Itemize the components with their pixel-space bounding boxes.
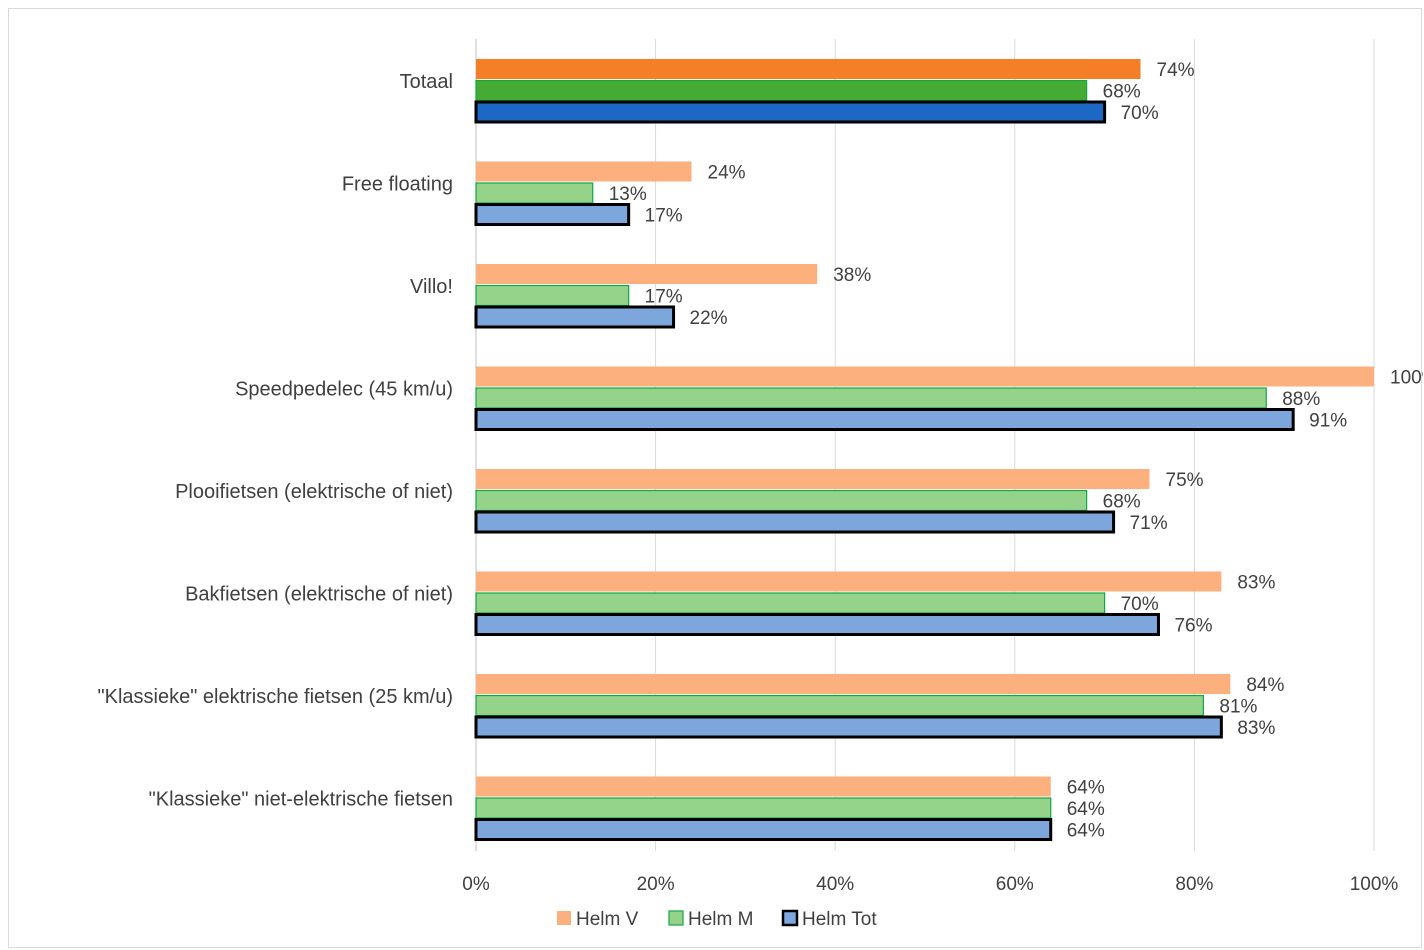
x-tick-label: 100% <box>1350 874 1399 895</box>
data-label-helm-m: 17% <box>645 287 683 308</box>
bar-helm-m-bakfietsen-elektrische-of-niet <box>475 592 1106 614</box>
legend-swatch-helm-tot <box>781 909 799 927</box>
data-label-helm-tot: 70% <box>1121 103 1159 124</box>
bar-helm-v-totaal <box>476 59 1141 79</box>
legend-label-helm-v: Helm V <box>576 909 639 930</box>
category-labels: Totaal Free floating Villo! Speedpedelec (4… <box>98 71 453 811</box>
bar-helm-v-plooifietsen-elektrische-of-niet <box>476 469 1150 489</box>
bar-helm-m-plooifietsen-elektrische-of-niet <box>475 489 1088 512</box>
data-label-helm-v: 84% <box>1246 675 1284 696</box>
legend-label-helm-m: Helm M <box>688 909 753 930</box>
data-label-helm-tot: 22% <box>690 308 728 329</box>
bars <box>474 59 1374 841</box>
bar-helm-v-bakfietsen-elektrische-of-niet <box>476 571 1222 592</box>
data-label-helm-tot: 64% <box>1067 821 1105 842</box>
bar-helm-tot-speedpedelec-45-km-u <box>474 408 1295 431</box>
x-tick-label: 40% <box>816 874 854 895</box>
bar-helm-m-klassieke-niet-elektrische-fietsen <box>475 797 1052 819</box>
data-label-helm-tot: 76% <box>1174 616 1212 637</box>
x-tick-label: 0% <box>462 874 490 895</box>
bar-helm-tot-plooifietsen-elektrische-of-niet <box>474 510 1116 534</box>
bar-helm-tot-klassieke-elektrische-fietsen-25-km-u <box>474 715 1223 739</box>
legend-swatch-helm-m <box>668 910 684 926</box>
category-label: "Klassieke" elektrische fietsen (25 km/u… <box>98 686 453 708</box>
category-label: Plooifietsen (elektrische of niet) <box>175 481 453 503</box>
data-label-helm-m: 81% <box>1219 697 1257 718</box>
legend-swatch-helm-v <box>557 911 571 925</box>
x-axis-ticks: 0% 20% 40% 60% 80% 100% <box>462 874 1398 895</box>
data-label-helm-m: 68% <box>1103 82 1141 103</box>
data-label-helm-v: 100% <box>1390 368 1423 389</box>
bar-helm-tot-bakfietsen-elektrische-of-niet <box>474 613 1160 636</box>
bar-helm-m-villo <box>475 284 630 307</box>
data-label-helm-tot: 17% <box>645 206 683 227</box>
data-label-helm-m: 68% <box>1103 492 1141 513</box>
data-label-helm-tot: 91% <box>1309 411 1347 432</box>
data-label-helm-m: 88% <box>1282 389 1320 410</box>
category-label: Villo! <box>410 276 453 298</box>
bar-helm-tot-totaal <box>474 100 1107 124</box>
category-label: Free floating <box>342 174 453 196</box>
x-tick-label: 80% <box>1175 874 1213 895</box>
bar-helm-tot-villo <box>474 305 676 329</box>
data-label-helm-tot: 83% <box>1237 718 1275 739</box>
legend: Helm V Helm M Helm Tot <box>557 909 877 930</box>
chart-frame: 74%68%70%24%13%17%38%17%22%100%88%91%75%… <box>8 8 1423 948</box>
bar-helm-m-free-floating <box>475 182 594 204</box>
bar-helm-m-speedpedelec-45-km-u <box>475 387 1267 409</box>
bar-helm-tot-free-floating <box>474 203 631 226</box>
x-tick-label: 20% <box>637 874 675 895</box>
bar-helm-m-klassieke-elektrische-fietsen-25-km-u <box>475 694 1204 717</box>
data-label-helm-v: 83% <box>1237 573 1275 594</box>
bar-helm-v-free-floating <box>476 161 692 182</box>
data-labels: 74%68%70%24%13%17%38%17%22%100%88%91%75%… <box>609 60 1423 842</box>
legend-label-helm-tot: Helm Tot <box>802 909 877 930</box>
data-label-helm-tot: 71% <box>1130 513 1168 534</box>
data-label-helm-m: 13% <box>609 184 647 205</box>
category-label: Totaal <box>400 71 453 93</box>
category-label: Speedpedelec (45 km/u) <box>235 379 453 401</box>
category-label: Bakfietsen (elektrische of niet) <box>185 584 453 606</box>
bar-chart: 74%68%70%24%13%17%38%17%22%100%88%91%75%… <box>98 39 1423 930</box>
data-label-helm-v: 24% <box>708 163 746 184</box>
data-label-helm-m: 64% <box>1067 799 1105 820</box>
data-label-helm-v: 38% <box>833 265 871 286</box>
category-label: "Klassieke" niet-elektrische fietsen <box>149 789 453 811</box>
bar-helm-v-speedpedelec-45-km-u <box>476 366 1374 387</box>
data-label-helm-v: 64% <box>1067 778 1105 799</box>
data-label-helm-v: 75% <box>1166 470 1204 491</box>
x-tick-label: 60% <box>996 874 1034 895</box>
bar-helm-v-klassieke-elektrische-fietsen-25-km-u <box>476 674 1231 694</box>
data-label-helm-m: 70% <box>1121 594 1159 615</box>
bar-helm-v-klassieke-niet-elektrische-fietsen <box>476 776 1051 797</box>
bar-helm-m-totaal <box>475 79 1088 102</box>
bar-helm-tot-klassieke-niet-elektrische-fietsen <box>474 818 1053 841</box>
bar-helm-v-villo <box>476 264 818 284</box>
data-label-helm-v: 74% <box>1157 60 1195 81</box>
